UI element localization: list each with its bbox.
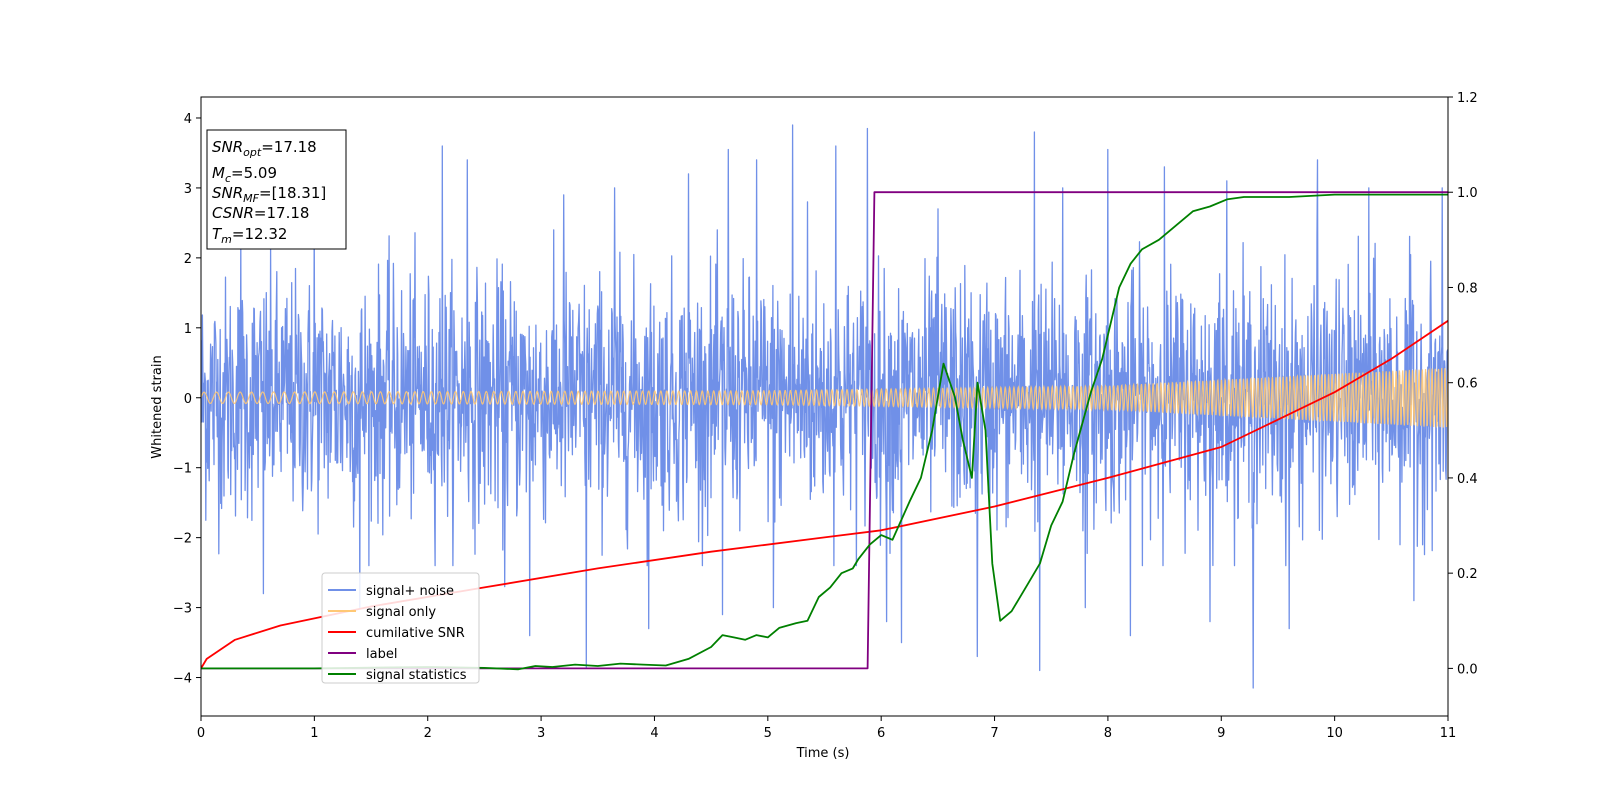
annotation-mc: Mc=5.09 [212,164,277,185]
x-tick-label: 4 [650,726,658,741]
annotation-snr-mf: SNRMF=[18.31] [212,184,326,205]
annotation-tm: Tm=12.32 [212,225,287,246]
legend-label: signal+ noise [366,584,454,599]
x-tick-label: 8 [1104,726,1112,741]
x-tick-label: 9 [1217,726,1225,741]
y2-tick-label: 1.2 [1457,91,1478,106]
y-tick-label: 4 [184,112,192,127]
plot-frame [200,96,1449,717]
series-labelline [201,191,1448,670]
y-axis-label: Whitened strain [150,355,165,458]
x-tick-label: 3 [537,726,545,741]
stats-annotation-frame [206,129,347,250]
y-tick-label: −1 [173,462,192,477]
x-axis-label: Time (s) [796,746,850,761]
y-axis-left: −4 −3 −2 −1 0 1 2 3 4 [173,112,201,687]
series-layer [201,124,1448,689]
x-tick-label: 6 [877,726,885,741]
y-axis-right: 0.0 0.2 0.4 0.6 0.8 1.0 1.2 [1448,91,1478,677]
stats-annotation-box: SNRopt=17.18 Mc=5.09 SNRMF=[18.31] CSNR=… [206,129,347,250]
x-tick-label: 5 [764,726,772,741]
annotation-snr-opt: SNRopt=17.18 [212,138,317,159]
y2-tick-label: 0.6 [1457,377,1478,392]
series-signal-statisticsline [201,193,1448,671]
y-tick-label: −4 [173,672,192,687]
y-tick-label: −2 [173,532,192,547]
series-signal-noise-line [201,124,1448,689]
y2-tick-label: 0.2 [1457,567,1478,582]
x-tick-label: 10 [1326,726,1343,741]
y2-tick-label: 0.0 [1457,662,1478,677]
y-tick-label: 0 [184,392,192,407]
y2-tick-label: 1.0 [1457,186,1478,201]
y2-tick-label: 0.4 [1457,472,1478,487]
x-tick-label: 1 [310,726,318,741]
legend-label: label [366,647,397,662]
x-tick-label: 0 [197,726,205,741]
x-tick-label: 11 [1440,726,1457,741]
x-tick-label: 7 [990,726,998,741]
x-tick-label: 2 [424,726,432,741]
x-axis: 0 1 2 3 4 5 6 7 8 9 10 11 [197,716,1456,741]
series-cumilative-snrline [201,320,1448,669]
legend: signal+ noise signal only cumilative SNR la… [321,572,480,684]
y-tick-label: 2 [184,252,192,267]
legend-frame [321,572,480,684]
legend-label: signal statistics [366,668,467,683]
series-signal-only-line [201,367,1448,429]
y-tick-label: −3 [173,602,192,617]
legend-label: signal only [366,605,436,620]
y-tick-label: 1 [184,322,192,337]
y-tick-label: 3 [184,182,192,197]
y2-tick-label: 0.8 [1457,281,1478,296]
legend-label: cumilative SNR [366,626,465,641]
annotation-csnr: CSNR=17.18 [212,204,309,222]
